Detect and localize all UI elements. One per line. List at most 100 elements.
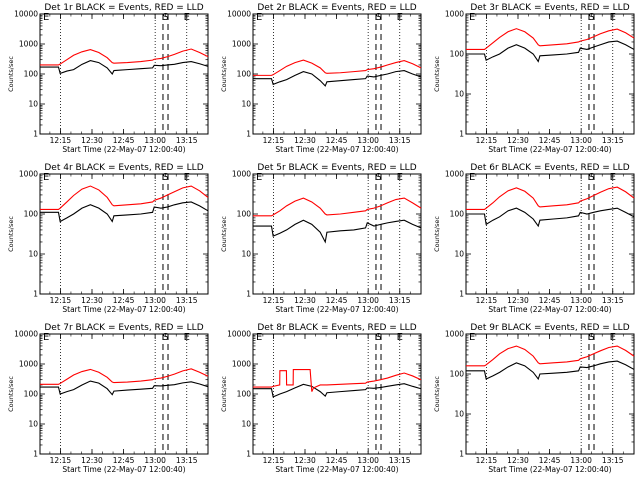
start-marker-label: S <box>162 12 168 23</box>
lld-series-line <box>253 369 422 392</box>
x-tick-label: 12:45 <box>326 456 348 465</box>
start-marker-label: S <box>162 332 168 343</box>
end-marker-label: E <box>184 12 190 23</box>
x-tick-label: 13:15 <box>602 456 624 465</box>
y-tick-label: 10000 <box>227 10 251 19</box>
x-tick-label: 13:15 <box>389 296 411 305</box>
x-tick-label: 12:30 <box>81 456 103 465</box>
plot-frame <box>39 173 209 295</box>
y-tick-label: 1 <box>246 450 251 459</box>
end-marker-label: E <box>397 332 403 343</box>
x-tick-label: 12:30 <box>294 456 316 465</box>
y-tick-label: 100 <box>237 210 252 219</box>
y-axis-label: Counts/sec <box>220 56 228 92</box>
left-end-marker-label: E <box>469 332 475 343</box>
x-tick-label: 12:45 <box>113 136 135 145</box>
y-axis-label: Counts/sec <box>433 56 441 92</box>
y-tick-label: 1 <box>246 130 251 139</box>
plot-frame <box>252 173 422 295</box>
chart-title: Det 2r BLACK = Events, RED = LLD <box>257 3 416 13</box>
y-tick-label: 100 <box>24 390 39 399</box>
chart-title: Det 4r BLACK = Events, RED = LLD <box>44 163 203 173</box>
left-end-marker-label: E <box>43 332 49 343</box>
plot-frame <box>252 333 422 455</box>
y-tick-label: 10 <box>454 410 464 419</box>
y-tick-label: 1000 <box>232 360 251 369</box>
chart-title: Det 8r BLACK = Events, RED = LLD <box>257 323 416 333</box>
x-axis-label: Start Time (22-May-07 12:00:40) <box>488 305 611 314</box>
plot-frame <box>252 13 422 135</box>
start-marker-label: S <box>162 172 168 183</box>
y-tick-label: 1000 <box>19 40 38 49</box>
events-series-line <box>466 207 635 228</box>
y-axis-label: Counts/sec <box>220 216 228 252</box>
x-axis-label: Start Time (22-May-07 12:00:40) <box>488 465 611 474</box>
left-end-marker-label: E <box>256 172 262 183</box>
x-tick-label: 12:15 <box>50 456 72 465</box>
y-axis-label: Counts/sec <box>433 216 441 252</box>
left-end-marker-label: E <box>43 12 49 23</box>
end-marker-label: E <box>184 332 190 343</box>
y-tick-label: 100 <box>450 210 465 219</box>
start-marker-label: S <box>375 12 381 23</box>
x-tick-label: 13:15 <box>602 136 624 145</box>
detector-panel: Det 3r BLACK = Events, RED = LLD 1 10 100 10… <box>433 3 635 154</box>
x-tick-label: 12:30 <box>507 456 529 465</box>
left-end-marker-label: E <box>256 332 262 343</box>
y-tick-label: 1 <box>33 450 38 459</box>
y-tick-label: 10000 <box>14 10 38 19</box>
x-tick-label: 13:00 <box>144 296 166 305</box>
x-tick-label: 13:15 <box>176 456 198 465</box>
x-tick-label: 12:45 <box>113 296 135 305</box>
x-tick-label: 12:15 <box>476 136 498 145</box>
events-series-line <box>40 60 209 76</box>
x-tick-label: 13:15 <box>602 296 624 305</box>
events-series-line <box>253 383 422 398</box>
x-tick-label: 13:00 <box>144 136 166 145</box>
x-tick-label: 13:00 <box>570 136 592 145</box>
y-tick-label: 1000 <box>19 360 38 369</box>
left-end-marker-label: E <box>469 12 475 23</box>
x-tick-label: 13:15 <box>176 136 198 145</box>
chart-title: Det 5r BLACK = Events, RED = LLD <box>257 163 416 173</box>
detector-panel: Det 9r BLACK = Events, RED = LLD 1 10 100 10… <box>433 323 635 474</box>
x-tick-label: 13:00 <box>357 456 379 465</box>
x-axis-label: Start Time (22-May-07 12:00:40) <box>62 465 185 474</box>
x-tick-label: 12:30 <box>81 296 103 305</box>
x-tick-label: 13:00 <box>357 136 379 145</box>
y-axis-label: Counts/sec <box>433 376 441 412</box>
events-series-line <box>466 40 635 63</box>
chart-title: Det 7r BLACK = Events, RED = LLD <box>44 323 203 333</box>
y-tick-label: 10 <box>454 250 464 259</box>
x-tick-label: 12:45 <box>539 136 561 145</box>
end-marker-label: E <box>397 12 403 23</box>
x-tick-label: 13:00 <box>570 296 592 305</box>
x-tick-label: 12:45 <box>539 456 561 465</box>
y-axis-label: Counts/sec <box>220 376 228 412</box>
start-marker-label: S <box>588 12 594 23</box>
x-tick-label: 12:45 <box>539 296 561 305</box>
events-series-line <box>40 380 209 396</box>
x-tick-label: 12:30 <box>294 136 316 145</box>
x-tick-label: 13:00 <box>144 456 166 465</box>
x-tick-label: 13:15 <box>389 456 411 465</box>
lld-series-line <box>40 48 209 66</box>
y-tick-label: 10 <box>454 90 464 99</box>
y-tick-label: 1 <box>33 290 38 299</box>
x-tick-label: 12:30 <box>81 136 103 145</box>
x-tick-label: 12:15 <box>50 136 72 145</box>
detector-panel: Det 4r BLACK = Events, RED = LLD 1 10 100 10… <box>7 163 209 314</box>
x-tick-label: 13:15 <box>176 296 198 305</box>
x-tick-label: 13:15 <box>389 136 411 145</box>
detector-panel: Det 1r BLACK = Events, RED = LLD 1 10 100 10… <box>7 3 209 154</box>
y-tick-label: 100 <box>24 210 39 219</box>
x-axis-label: Start Time (22-May-07 12:00:40) <box>488 145 611 154</box>
y-axis-label: Counts/sec <box>7 376 15 412</box>
x-axis-label: Start Time (22-May-07 12:00:40) <box>275 465 398 474</box>
y-tick-label: 1000 <box>445 10 464 19</box>
left-end-marker-label: E <box>469 172 475 183</box>
plot-frame <box>465 333 635 455</box>
y-tick-label: 10 <box>28 420 38 429</box>
